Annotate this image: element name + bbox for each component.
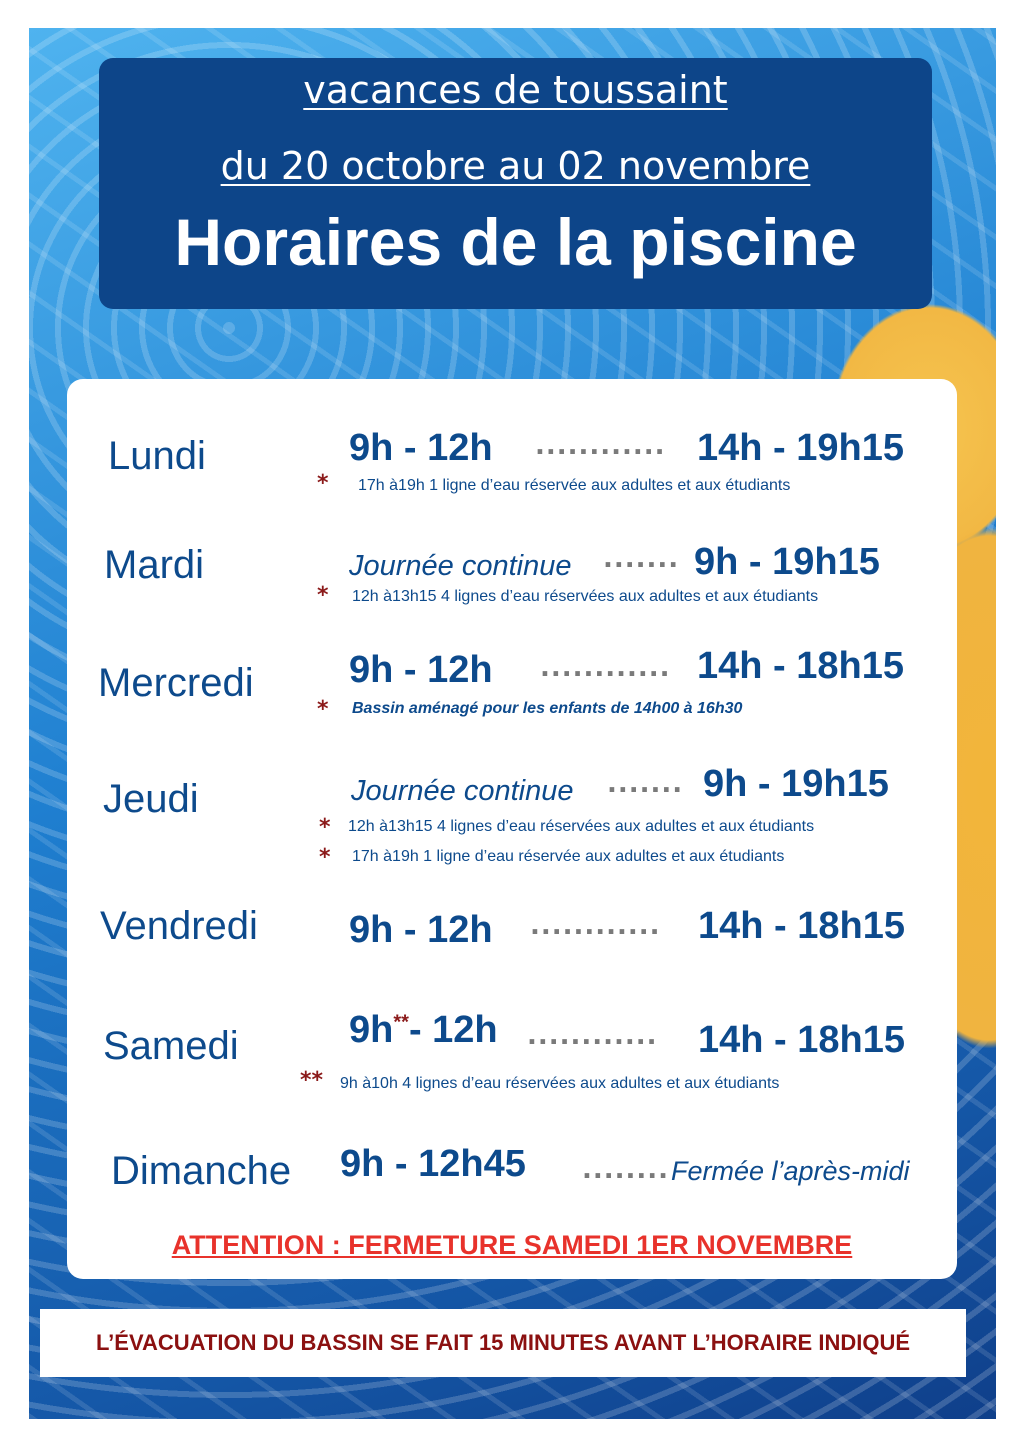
poster-title: Horaires de la piscine <box>174 205 857 279</box>
afternoon-hours: 9h - 19h15 <box>703 763 889 805</box>
morning-hours: 9h - 12h <box>349 427 493 469</box>
day-jeudi: Jeudi <box>103 777 199 821</box>
afternoon-hours: 14h - 18h15 <box>697 645 904 687</box>
dots-separator: ............ <box>527 1021 658 1051</box>
afternoon-hours: 14h - 19h15 <box>697 427 904 469</box>
dots-separator: ............ <box>540 653 671 683</box>
dots-separator: ....... <box>607 769 684 799</box>
asterisk: * <box>317 471 329 496</box>
dots-separator: ........ <box>582 1155 670 1185</box>
day-samedi: Samedi <box>103 1024 239 1068</box>
evacuation-notice: L’ÉVACUATION DU BASSIN SE FAIT 15 MINUTE… <box>40 1309 966 1377</box>
afternoon-hours: 14h - 18h15 <box>698 1019 905 1061</box>
day-dimanche: Dimanche <box>111 1149 292 1193</box>
morning-hours: 9h - 12h <box>349 649 493 691</box>
day-mardi: Mardi <box>104 543 205 587</box>
note: Bassin aménagé pour les enfants de 14h00… <box>352 700 743 717</box>
dots-separator: ............ <box>530 911 661 941</box>
closed-afternoon: Fermée l’après-midi <box>671 1156 910 1186</box>
morning-hours: 9h**- 12h <box>349 1009 498 1052</box>
double-asterisk: ** <box>393 1011 409 1034</box>
continuous-day: Journée continue <box>349 550 572 582</box>
subtitle-dates: du 20 octobre au 02 novembre <box>220 144 811 188</box>
morning-hours: 9h - 12h <box>349 909 493 951</box>
asterisk: * <box>319 845 331 870</box>
dots-separator: ............ <box>535 431 666 461</box>
afternoon-hours: 9h - 19h15 <box>694 541 880 583</box>
subtitle-period: vacances de toussaint <box>303 68 728 112</box>
dots-separator: ....... <box>603 544 680 574</box>
morning-hours: 9h - 12h45 <box>340 1143 526 1185</box>
header-banner: vacances de toussaint du 20 octobre au 0… <box>99 58 932 309</box>
continuous-day: Journée continue <box>351 775 574 807</box>
closure-notice: ATTENTION : FERMETURE SAMEDI 1ER NOVEMBR… <box>171 1230 853 1260</box>
double-asterisk: ** <box>300 1068 324 1093</box>
morning-start: 9h <box>349 1009 394 1051</box>
asterisk: * <box>317 583 329 608</box>
note: 17h à19h 1 ligne d’eau réservée aux adul… <box>352 848 785 865</box>
note: 9h à10h 4 lignes d’eau réservées aux adu… <box>340 1075 780 1092</box>
afternoon-hours: 14h - 18h15 <box>698 905 905 947</box>
schedule-card: Lundi 9h - 12h ............ 14h - 19h15 … <box>67 379 957 1279</box>
asterisk: * <box>317 697 329 722</box>
asterisk: * <box>319 815 331 840</box>
note: 12h à13h15 4 lignes d’eau réservées aux … <box>348 818 815 835</box>
day-mercredi: Mercredi <box>98 661 254 705</box>
day-vendredi: Vendredi <box>100 904 258 948</box>
note: 12h à13h15 4 lignes d’eau réservées aux … <box>352 588 819 605</box>
day-lundi: Lundi <box>108 434 206 478</box>
morning-end: - 12h <box>408 1009 498 1051</box>
note: 17h à19h 1 ligne d’eau réservée aux adul… <box>358 477 791 494</box>
